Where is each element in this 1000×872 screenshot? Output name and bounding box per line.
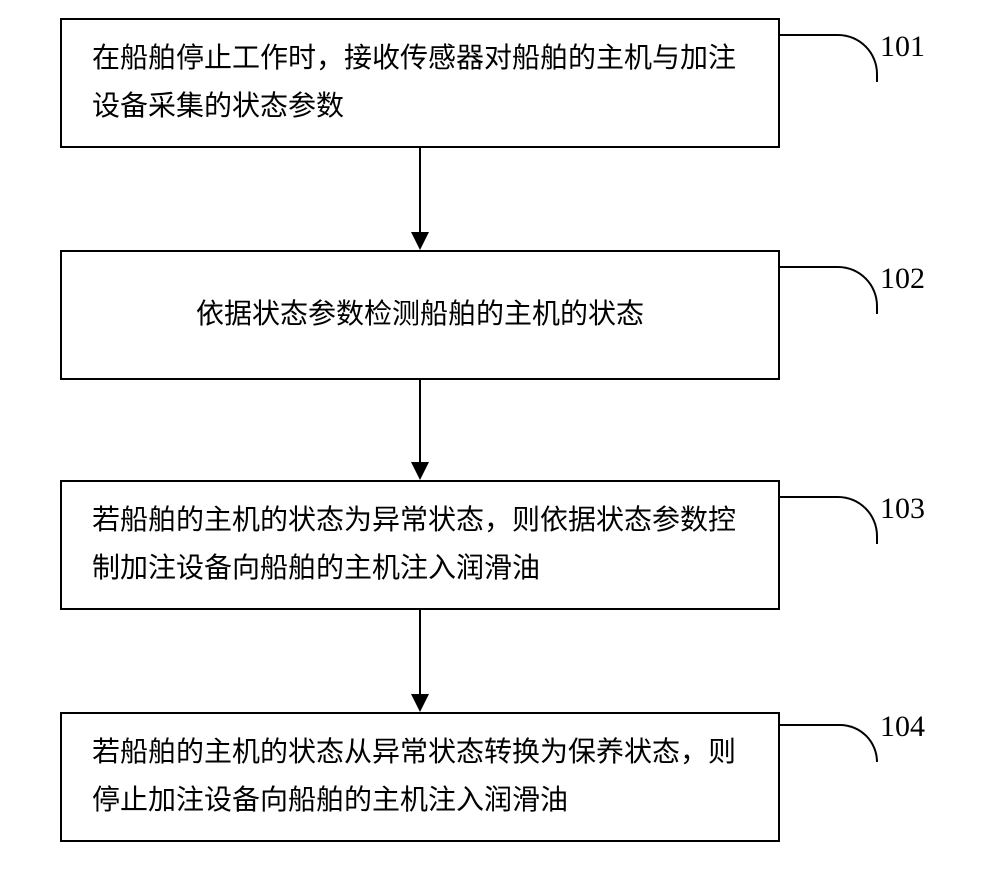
arrow-shaft-2	[419, 610, 421, 694]
node-label-n4: 104	[880, 710, 925, 744]
node-label-n3: 103	[880, 492, 925, 526]
label-connector-n3	[778, 496, 878, 544]
node-label-n1: 101	[880, 30, 925, 64]
label-connector-n4	[778, 724, 878, 762]
arrow-head-1	[411, 462, 429, 480]
node-text: 若船舶的主机的状态从异常状态转换为保养状态，则停止加注设备向船舶的主机注入润滑油	[92, 729, 748, 824]
label-connector-n2	[778, 266, 878, 314]
node-text: 在船舶停止工作时，接收传感器对船舶的主机与加注设备采集的状态参数	[92, 35, 748, 130]
arrow-head-0	[411, 232, 429, 250]
flowchart-node-n2: 依据状态参数检测船舶的主机的状态	[60, 250, 780, 380]
flowchart-node-n1: 在船舶停止工作时，接收传感器对船舶的主机与加注设备采集的状态参数	[60, 18, 780, 148]
node-label-n2: 102	[880, 262, 925, 296]
label-connector-n1	[778, 34, 878, 82]
arrow-shaft-1	[419, 380, 421, 462]
node-text: 依据状态参数检测船舶的主机的状态	[196, 291, 644, 339]
flowchart-node-n3: 若船舶的主机的状态为异常状态，则依据状态参数控制加注设备向船舶的主机注入润滑油	[60, 480, 780, 610]
arrow-head-2	[411, 694, 429, 712]
node-text: 若船舶的主机的状态为异常状态，则依据状态参数控制加注设备向船舶的主机注入润滑油	[92, 497, 748, 592]
arrow-shaft-0	[419, 148, 421, 232]
flowchart-node-n4: 若船舶的主机的状态从异常状态转换为保养状态，则停止加注设备向船舶的主机注入润滑油	[60, 712, 780, 842]
